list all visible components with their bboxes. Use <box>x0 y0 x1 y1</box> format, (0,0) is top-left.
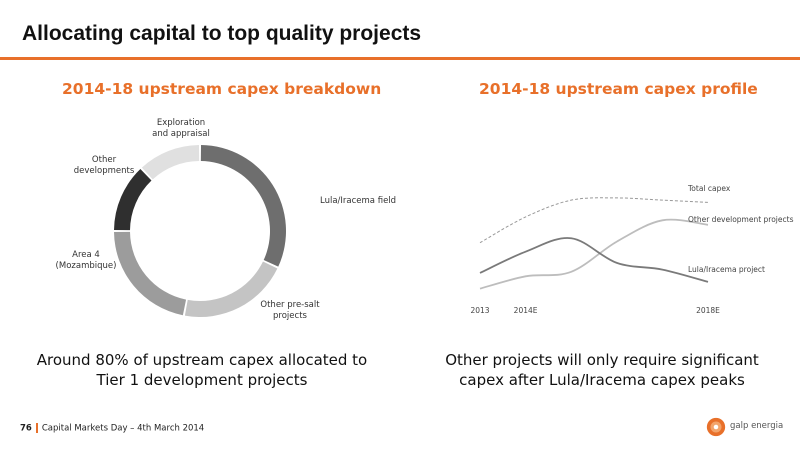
donut-label: Lula/Iracema field <box>320 196 397 206</box>
slice-area-4 <box>114 231 187 316</box>
logo-text: galp energia <box>730 421 784 431</box>
slide-title: Allocating capital to top quality projec… <box>22 22 422 45</box>
donut-label: Area 4 (Mozambique) <box>55 250 117 271</box>
donut-label: Exploration and appraisal <box>152 118 210 139</box>
x-tick-label: 2014E <box>514 306 538 315</box>
slice-lula-iracema <box>200 145 287 267</box>
footer: 76 Capital Markets Day – 4th March 2014 <box>20 423 204 434</box>
series-label: Lula/Iracema project <box>688 265 765 274</box>
title-divider <box>0 57 800 60</box>
donut-label: Other developments <box>73 155 135 176</box>
galp-logo-icon <box>706 417 726 437</box>
series-line-2 <box>479 237 709 283</box>
breakdown-caption: Around 80% of upstream capex allocated t… <box>36 351 368 389</box>
slice-other-developments <box>114 169 152 231</box>
slice-exploration <box>141 145 200 180</box>
series-label: Total capex <box>687 184 731 193</box>
profile-caption: Other projects will only require signifi… <box>445 351 759 389</box>
series-line-0 <box>479 197 709 244</box>
footer-event: Capital Markets Day – 4th March 2014 <box>41 423 205 434</box>
x-tick-label: 2013 <box>470 306 489 315</box>
series-line-1 <box>479 218 709 290</box>
capex-breakdown-title: 2014-18 upstream capex breakdown <box>62 80 382 98</box>
x-tick-label: 2018E <box>696 306 720 315</box>
series-label: Other development projects <box>688 215 794 224</box>
page-number: 76 <box>20 423 32 434</box>
donut-label: Other pre-salt projects <box>260 300 320 321</box>
slice-other-pre-salt <box>184 261 278 317</box>
capex-profile-title: 2014-18 upstream capex profile <box>479 80 758 98</box>
footer-divider <box>35 423 38 433</box>
